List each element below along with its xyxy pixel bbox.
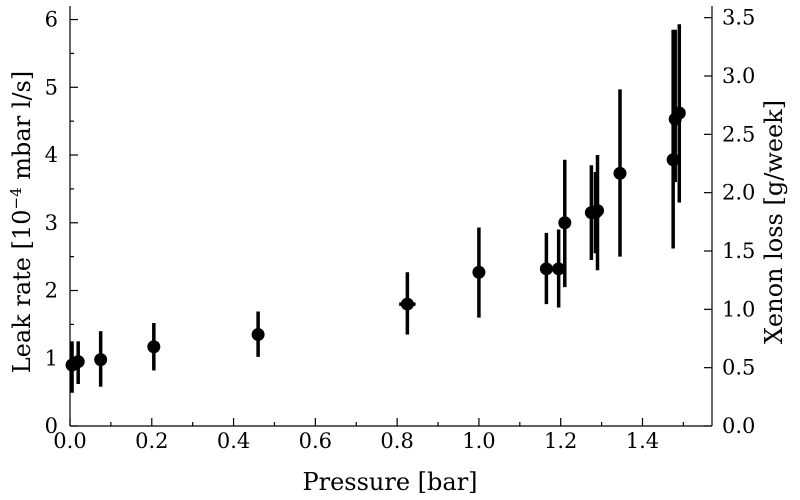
data-point (672, 106, 686, 120)
data-points (65, 24, 686, 393)
x-tick-label: 0.6 (299, 429, 332, 453)
y-tick-label: 4 (45, 143, 58, 167)
y-axis-label-unit: mbar l/s] (8, 71, 36, 188)
data-point (539, 262, 553, 276)
data-point (147, 340, 161, 354)
y-axis-label-exponent: −4 (7, 187, 25, 209)
data-point (472, 265, 486, 279)
x-tick-label: 1.2 (544, 429, 577, 453)
data-point (591, 204, 605, 218)
y2-tick-label: 0.0 (722, 414, 755, 438)
y2-tick-label: 3.0 (722, 64, 755, 88)
data-point (558, 216, 572, 230)
data-point (552, 262, 566, 276)
y-tick-label: 2 (45, 279, 58, 303)
y2-tick-label: 1.0 (722, 297, 755, 321)
x-tick-label: 0.8 (380, 429, 413, 453)
x-axis-ticks: 0.0 0.2 0.4 0.6 0.8 1.0 1.2 1.4 (53, 418, 684, 453)
y-tick-label: 1 (45, 346, 58, 370)
y-axis-label-main: Leak rate [10 (8, 209, 36, 373)
data-point (71, 355, 85, 369)
y2-axis-label: Xenon loss [g/week] (760, 100, 788, 344)
x-tick-label: 0.2 (135, 429, 168, 453)
x-tick-label: 1.0 (462, 429, 495, 453)
data-point (251, 328, 265, 342)
y2-tick-label: 1.5 (722, 239, 755, 263)
y-tick-label: 3 (45, 211, 58, 235)
data-point (400, 297, 414, 311)
y-tick-label: 0 (45, 414, 58, 438)
data-point (613, 166, 627, 180)
y-axis-label: Leak rate [10−4 mbar l/s] (7, 71, 36, 374)
x-tick-label: 1.4 (626, 429, 659, 453)
y-tick-label: 5 (45, 75, 58, 99)
y2-tick-label: 2.0 (722, 181, 755, 205)
x-tick-label: 0.4 (217, 429, 250, 453)
y2-tick-label: 0.5 (722, 356, 755, 380)
y2-tick-label: 3.5 (722, 6, 755, 30)
y-tick-label: 6 (45, 8, 58, 32)
x-tick-label: 0.0 (53, 429, 86, 453)
y2-axis-ticks: 0.0 0.5 1.0 1.5 2.0 2.5 3.0 3.5 (704, 6, 755, 438)
y2-tick-label: 2.5 (722, 122, 755, 146)
y-axis-ticks: 0 1 2 3 4 5 6 (45, 8, 78, 438)
plot-frame (69, 6, 713, 427)
data-point (94, 353, 108, 367)
x-axis-label: Pressure [bar] (302, 468, 477, 496)
